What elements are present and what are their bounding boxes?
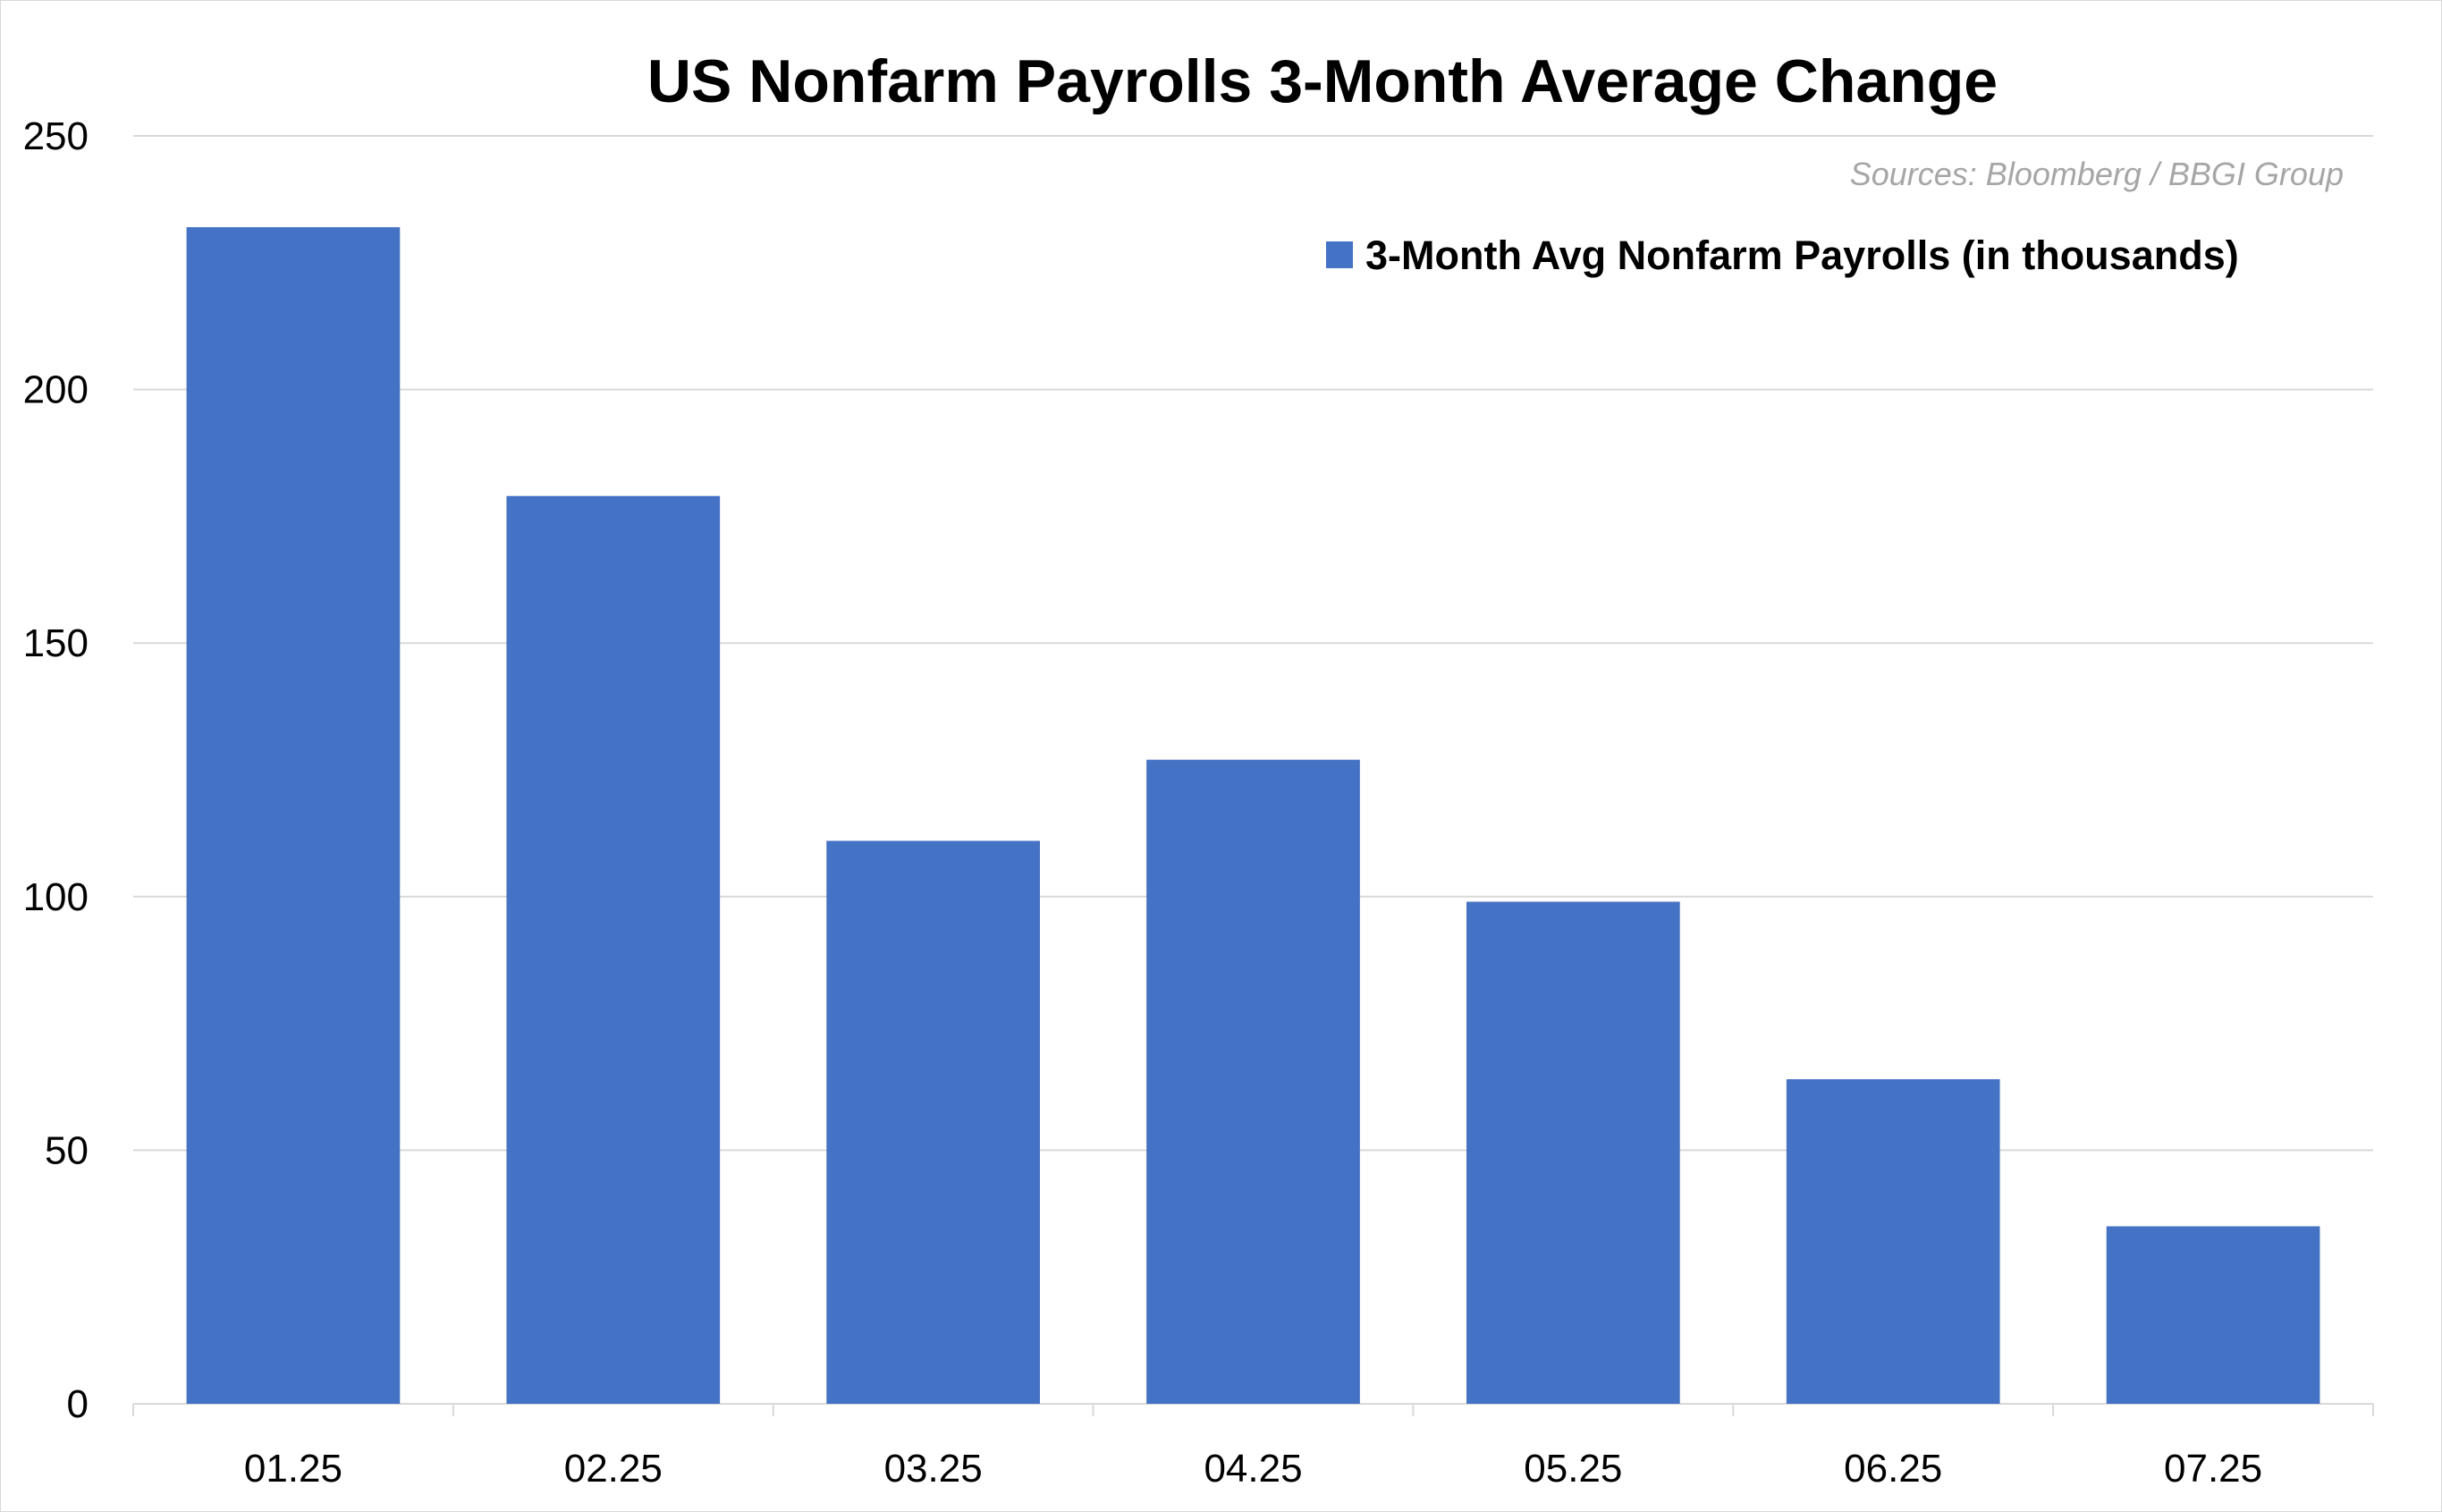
y-tick-label: 100 <box>23 875 89 919</box>
source-note: Sources: Bloomberg / BBGI Group <box>1850 156 2344 192</box>
y-tick-label: 150 <box>23 621 89 665</box>
bar-04.25 <box>1146 759 1360 1404</box>
x-tick-label: 06.25 <box>1844 1447 1942 1491</box>
x-tick-label: 03.25 <box>884 1447 983 1491</box>
bar-03.25 <box>826 840 1040 1404</box>
bar-06.25 <box>1786 1078 2000 1404</box>
bar-05.25 <box>1466 901 1680 1404</box>
legend-swatch <box>1326 241 1353 268</box>
bar-07.25 <box>2106 1226 2320 1404</box>
y-tick-label: 200 <box>23 368 89 412</box>
y-tick-label: 0 <box>67 1382 89 1426</box>
bar-01.25 <box>186 227 401 1405</box>
y-axis-ticks: 0 50 100 150 200 250 <box>23 114 89 1426</box>
x-tick-label: 07.25 <box>2164 1447 2262 1491</box>
x-tick-label: 05.25 <box>1524 1447 1622 1491</box>
x-tick-label: 02.25 <box>564 1447 663 1491</box>
x-tick-label: 01.25 <box>244 1447 342 1491</box>
chart-title: US Nonfarm Payrolls 3-Month Average Chan… <box>647 47 1998 115</box>
x-tick-label: 04.25 <box>1204 1447 1302 1491</box>
bar-02.25 <box>506 495 721 1404</box>
y-tick-label: 50 <box>45 1128 89 1172</box>
bar-series <box>186 227 2320 1405</box>
x-axis-ticks: 01.25 02.25 03.25 04.25 05.25 06.25 07.25 <box>244 1447 2262 1491</box>
y-tick-label: 250 <box>23 114 89 158</box>
legend-label: 3-Month Avg Nonfarm Payrolls (in thousan… <box>1365 232 2239 278</box>
legend: 3-Month Avg Nonfarm Payrolls (in thousan… <box>1326 232 2239 278</box>
x-axis <box>132 1403 2374 1416</box>
